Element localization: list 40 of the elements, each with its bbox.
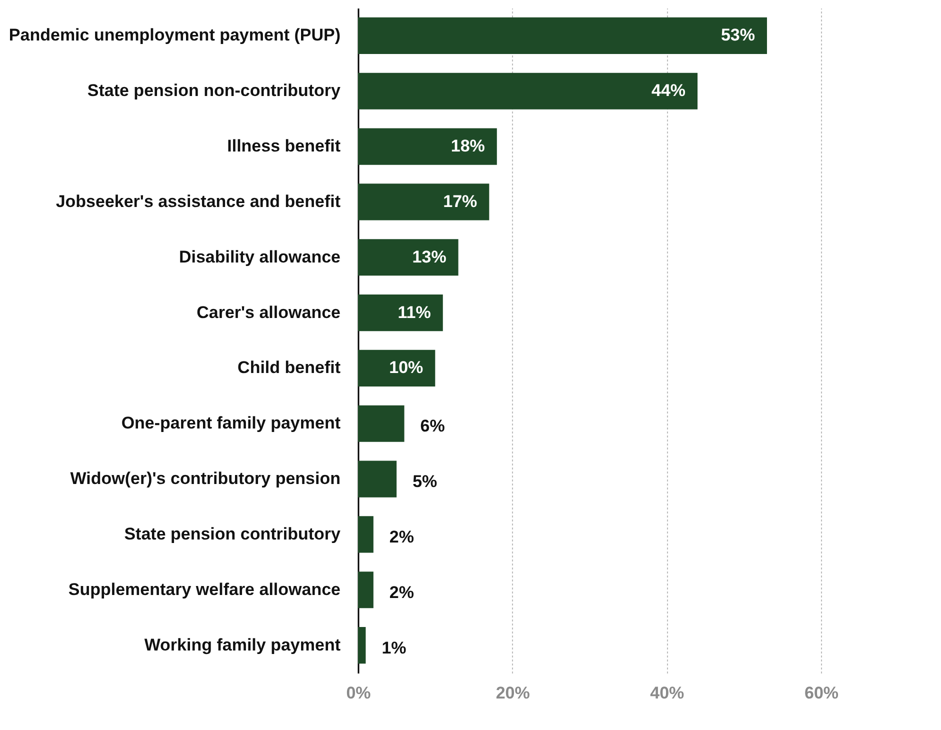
x-tick-label: 0% (346, 684, 371, 702)
bar (358, 460, 397, 498)
bar (358, 128, 497, 165)
bar (358, 350, 436, 386)
data-label: 10% (389, 358, 424, 378)
data-label: 11% (398, 302, 431, 322)
y-tick-label: Pandemic unemployment payment (PUP) (8, 26, 340, 45)
y-tick-label: Jobseeker's assistance and benefit (56, 192, 341, 211)
y-tick-label: One-parent family payment (121, 414, 341, 433)
data-label: 5% (412, 472, 438, 492)
x-tick-label: 20% (496, 684, 530, 702)
bar (358, 627, 366, 664)
y-tick-label: State pension contributory (124, 524, 342, 544)
y-tick-label: Illness benefit (227, 136, 341, 156)
bar (358, 405, 404, 442)
bar (358, 17, 767, 54)
data-label: 6% (420, 416, 445, 436)
x-tick-label: 60% (804, 684, 839, 702)
bar (358, 72, 698, 110)
y-tick-label: Child benefit (238, 358, 341, 378)
data-label: 17% (443, 192, 478, 211)
y-tick-label: Carer's allowance (196, 302, 340, 322)
x-tick-label: 40% (650, 684, 684, 702)
bar (358, 184, 490, 220)
bar (358, 572, 374, 608)
data-label: 53% (720, 26, 755, 45)
y-tick-label: Widow(er)'s contributory pension (70, 469, 340, 488)
data-label: 18% (450, 136, 485, 156)
y-tick-label: Disability allowance (178, 247, 340, 266)
data-label: 44% (652, 81, 686, 100)
y-tick-label: Supplementary welfare allowance (68, 580, 340, 599)
bar (358, 516, 374, 553)
data-label: 13% (412, 247, 446, 266)
data-label: 1% (382, 638, 406, 658)
y-tick-label: State pension non-contributory (87, 81, 342, 100)
y-tick-label: Working family payment (144, 635, 341, 654)
data-label: 2% (389, 582, 414, 602)
bar (358, 239, 458, 276)
bar (358, 294, 443, 332)
data-label: 2% (389, 527, 414, 546)
